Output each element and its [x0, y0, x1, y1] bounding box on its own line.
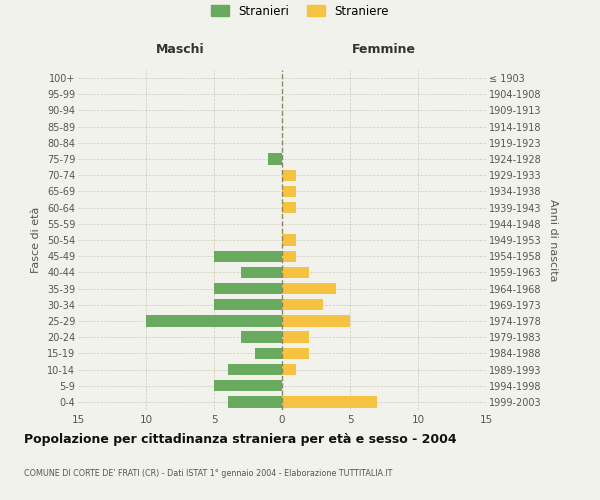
Text: COMUNE DI CORTE DE' FRATI (CR) - Dati ISTAT 1° gennaio 2004 - Elaborazione TUTTI: COMUNE DI CORTE DE' FRATI (CR) - Dati IS…	[24, 469, 392, 478]
Bar	[241, 266, 282, 278]
Bar	[282, 250, 296, 262]
Bar	[214, 250, 282, 262]
Y-axis label: Fasce di età: Fasce di età	[31, 207, 41, 273]
Bar	[214, 299, 282, 310]
Bar	[282, 186, 296, 197]
Bar	[282, 283, 337, 294]
Bar	[227, 364, 282, 375]
Text: Popolazione per cittadinanza straniera per età e sesso - 2004: Popolazione per cittadinanza straniera p…	[24, 432, 457, 446]
Bar	[282, 316, 350, 326]
Bar	[214, 283, 282, 294]
Bar	[146, 316, 282, 326]
Bar	[282, 348, 309, 359]
Bar	[282, 299, 323, 310]
Bar	[214, 380, 282, 392]
Legend: Stranieri, Straniere: Stranieri, Straniere	[206, 0, 394, 22]
Bar	[282, 396, 377, 407]
Bar	[227, 396, 282, 407]
Bar	[282, 170, 296, 181]
Text: Femmine: Femmine	[352, 44, 416, 57]
Text: Maschi: Maschi	[155, 44, 205, 57]
Bar	[255, 348, 282, 359]
Bar	[241, 332, 282, 343]
Bar	[282, 332, 309, 343]
Y-axis label: Anni di nascita: Anni di nascita	[548, 198, 558, 281]
Bar	[268, 154, 282, 164]
Bar	[282, 266, 309, 278]
Bar	[282, 202, 296, 213]
Bar	[282, 234, 296, 246]
Bar	[282, 364, 296, 375]
